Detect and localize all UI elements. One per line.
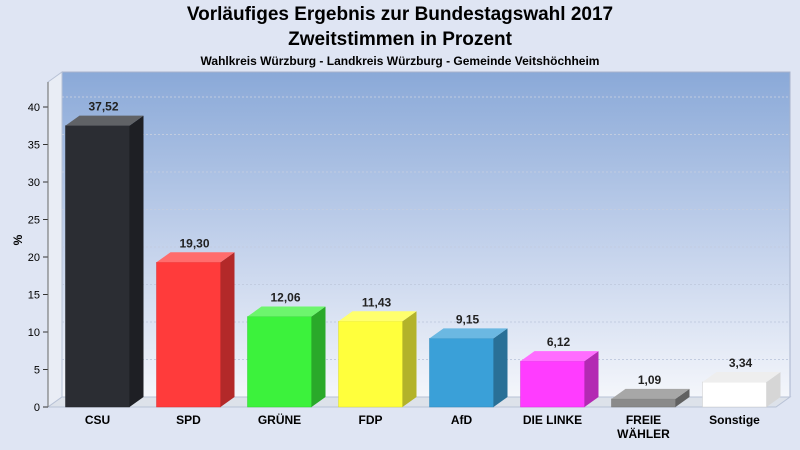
y-tick-label: 15	[28, 290, 40, 302]
bar-side	[675, 388, 690, 407]
bar-top	[520, 351, 599, 362]
bar-top	[338, 311, 417, 322]
bar-side	[129, 115, 144, 407]
bar-side	[584, 351, 599, 407]
bar-value-label: 37,52	[88, 100, 118, 114]
chart-subtitle: Zweitstimmen in Prozent	[288, 29, 512, 50]
x-tick-label: SPD	[176, 413, 201, 427]
bar-value-label: 19,30	[179, 236, 209, 250]
bar-top	[247, 306, 326, 317]
bar-die-linke: 6,12	[520, 335, 599, 408]
x-tick-label: Sonstige	[709, 413, 760, 427]
x-tick-label: AfD	[451, 413, 473, 427]
bar-value-label: 6,12	[547, 335, 571, 349]
plot-side-wall	[47, 71, 63, 408]
y-tick-label: 0	[34, 402, 40, 414]
x-tick-label: GRÜNE	[258, 412, 301, 427]
bar-top	[65, 115, 144, 126]
y-tick-label: 5	[34, 365, 40, 377]
bar-csu: 37,52	[65, 100, 144, 408]
y-tick-label: 20	[28, 252, 40, 264]
bar-front	[520, 360, 585, 408]
bar-value-label: 12,06	[270, 291, 300, 305]
y-tick-label: 30	[28, 177, 40, 189]
bar-front	[429, 338, 494, 408]
bar-front	[247, 316, 312, 408]
bar-top	[429, 328, 508, 339]
bar-value-label: 3,34	[729, 356, 753, 370]
bar-spd: 19,30	[156, 236, 235, 408]
bar-side	[220, 252, 235, 407]
bar-side	[493, 328, 508, 407]
bar-front	[338, 321, 403, 408]
y-tick-label: 25	[28, 215, 40, 227]
bar-side	[402, 311, 417, 407]
x-tick-label: CSU	[85, 413, 110, 427]
y-tick-label: 35	[28, 140, 40, 152]
bar-sonstige: 3,34	[702, 356, 781, 408]
x-tick-label: FDP	[359, 413, 383, 427]
bar-value-label: 1,09	[638, 373, 662, 387]
bar-fdp: 11,43	[338, 295, 417, 408]
bar-top	[156, 252, 235, 263]
bar-side	[766, 371, 781, 407]
bar-front	[702, 381, 767, 408]
bar-top	[702, 371, 781, 382]
y-tick-label: 10	[28, 327, 40, 339]
x-tick-label: FREIE WÄHLER	[617, 413, 670, 441]
bar-freie-wähler: 1,09	[611, 373, 690, 408]
chart-title: Vorläufiges Ergebnis zur Bundestagswahl …	[186, 4, 614, 25]
x-tick-label: DIE LINKE	[523, 413, 582, 427]
chart-region-subtitle: Wahlkreis Würzburg - Landkreis Würzburg …	[200, 54, 600, 68]
y-axis-label: %	[11, 234, 25, 245]
bar-grüne: 12,06	[247, 291, 326, 408]
bar-front	[65, 125, 130, 408]
y-tick-label: 40	[28, 102, 40, 114]
bar-value-label: 11,43	[362, 295, 392, 309]
bar-afd: 9,15	[429, 312, 508, 408]
bar-value-label: 9,15	[456, 312, 480, 326]
bar-side	[311, 306, 326, 407]
bar-top	[611, 388, 690, 399]
bar-front	[156, 262, 221, 408]
bar-front	[611, 398, 676, 408]
